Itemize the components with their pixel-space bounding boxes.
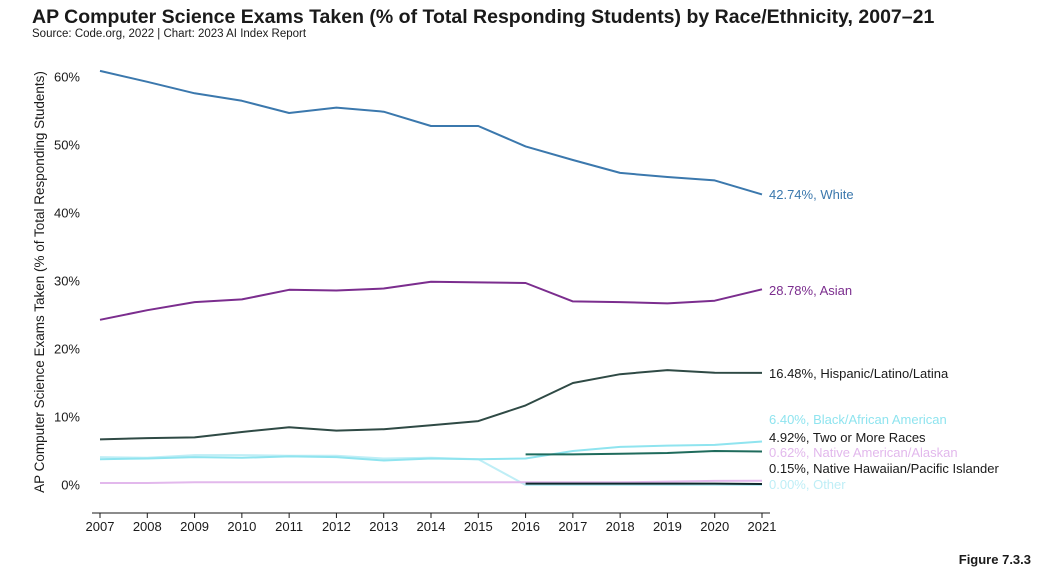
y-tick-label: 20% <box>54 342 80 357</box>
y-tick-label: 60% <box>54 70 80 85</box>
y-axis-title: AP Computer Science Exams Taken (% of To… <box>32 71 47 493</box>
series-label-hispanic-latino-latina: 16.48%, Hispanic/Latino/Latina <box>769 366 949 381</box>
y-tick-label: 30% <box>54 274 80 289</box>
x-tick-label: 2021 <box>748 519 777 534</box>
chart-source: Source: Code.org, 2022 | Chart: 2023 AI … <box>32 28 307 40</box>
series-label-other: 0.00%, Other <box>769 477 846 492</box>
series-line-asian <box>99 280 763 321</box>
y-axis: 0% 10% 20% 30% 40% 50% 60% <box>54 70 80 493</box>
x-tick-label: 2015 <box>464 519 493 534</box>
y-tick-label: 0% <box>61 478 80 493</box>
x-tick-label: 2010 <box>227 519 256 534</box>
x-tick-label: 2019 <box>653 519 682 534</box>
x-axis: 2007 2008 2009 2010 2011 2012 2013 2014 2015 2016… <box>86 513 777 534</box>
x-tick-label: 2013 <box>369 519 398 534</box>
figure-label: Figure 7.3.3 <box>958 552 1031 567</box>
x-tick-label: 2020 <box>700 519 729 534</box>
x-tick-label: 2018 <box>606 519 635 534</box>
x-tick-label: 2008 <box>133 519 162 534</box>
series-line-two-or-more-races <box>525 450 763 456</box>
x-tick-label: 2007 <box>86 519 115 534</box>
y-tick-label: 40% <box>54 206 80 221</box>
series-label-two-or-more-races: 4.92%, Two or More Races <box>769 430 926 445</box>
x-tick-label: 2011 <box>275 519 303 534</box>
x-tick-label: 2012 <box>322 519 351 534</box>
series-label-native-hawaiian-pacific-islander: 0.15%, Native Hawaiian/Pacific Islander <box>769 461 999 476</box>
series-line-other <box>99 454 762 486</box>
x-tick-label: 2017 <box>558 519 587 534</box>
series-line-native-american-alaskan <box>100 479 763 484</box>
x-tick-label: 2016 <box>511 519 540 534</box>
x-tick-label: 2014 <box>417 519 446 534</box>
series-label-black-african-american: 6.40%, Black/African American <box>769 412 947 427</box>
x-tick-label: 2009 <box>180 519 209 534</box>
series-line-hispanic-latino-latina <box>99 369 763 441</box>
y-tick-label: 10% <box>54 410 80 425</box>
series-label-native-american-alaskan: 0.62%, Native American/Alaskan <box>769 445 958 460</box>
series-lines <box>99 69 763 486</box>
series-line-black-african-american <box>99 440 763 462</box>
series-line-white <box>99 69 763 196</box>
chart-title: AP Computer Science Exams Taken (% of To… <box>32 6 935 28</box>
series-label-white: 42.74%, White <box>769 187 854 202</box>
series-label-asian: 28.78%, Asian <box>769 283 852 298</box>
series-end-labels: 42.74%, White 28.78%, Asian 16.48%, Hispan… <box>769 187 999 492</box>
y-tick-label: 50% <box>54 138 80 153</box>
